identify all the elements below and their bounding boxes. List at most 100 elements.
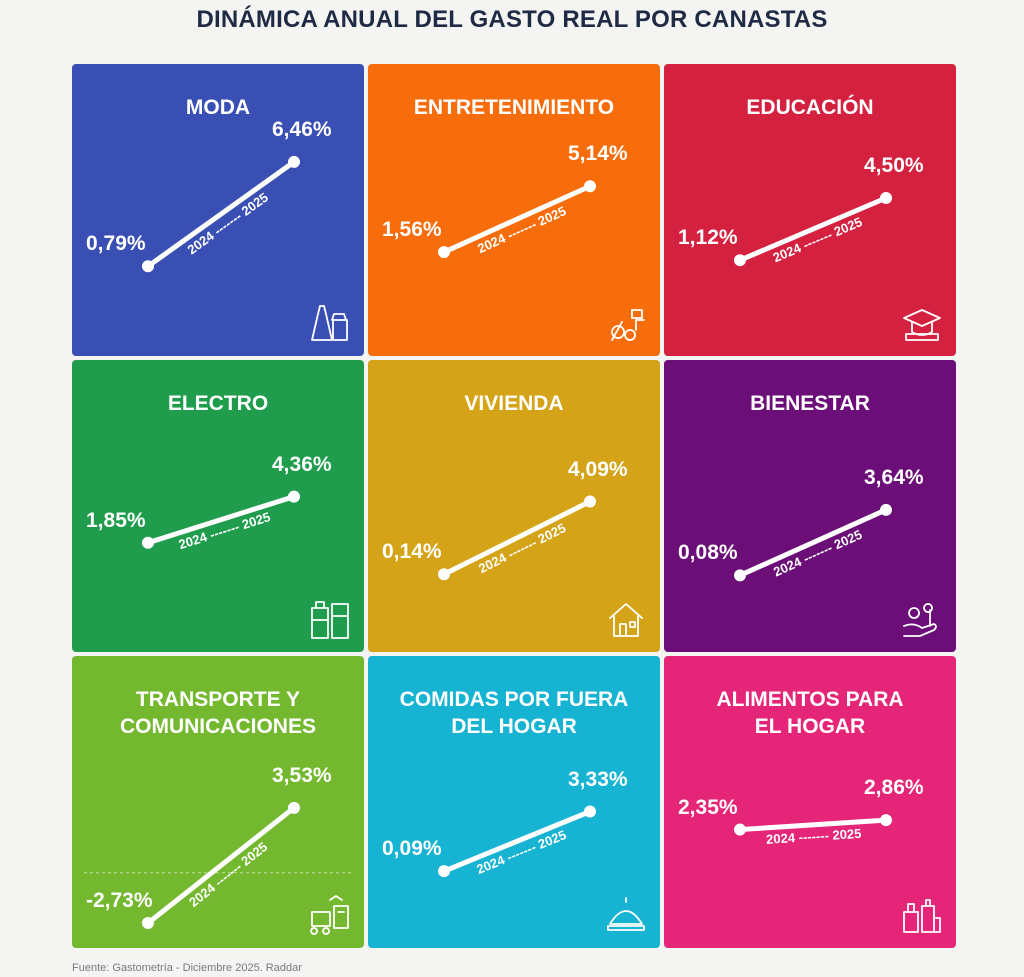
point-2024: [142, 536, 154, 549]
tile-title: ENTRETENIMIENTO: [378, 94, 650, 121]
source-note: Fuente: Gastometría - Diciembre 2025. Ra…: [72, 962, 302, 974]
entertainment-icon: [611, 309, 645, 341]
svg-text:2024 ------- 2025: 2024 ------- 2025: [766, 826, 862, 847]
tile-title-line: COMIDAS POR FUERA: [399, 688, 629, 711]
tile-plot: 2024 ------- 2025: [438, 180, 596, 259]
wellness-icon: [903, 603, 937, 637]
value-label-2025: 3,64%: [864, 465, 924, 489]
house-icon: [609, 603, 643, 637]
tile-plot: 2024 ------- 2025: [84, 801, 352, 930]
dress-icon: [311, 305, 348, 341]
tile-electro: ELECTRO 2024 ------- 2025 1,85% 4,36%: [72, 360, 364, 652]
value-label-2025: 4,09%: [568, 457, 628, 481]
value-label-2025: 6,46%: [272, 117, 332, 141]
point-2025: [880, 192, 892, 204]
value-label-2025: 2,86%: [864, 776, 924, 800]
x-tick-2025: 2025: [239, 190, 271, 219]
tile-title-line: VIVIENDA: [464, 392, 564, 415]
tile-title: MODA: [82, 94, 354, 121]
tile-plot: 2024 ------- 2025: [438, 805, 596, 878]
x-tick-2025: 2025: [238, 839, 270, 869]
series-line: [145, 494, 297, 546]
point-2025: [880, 503, 892, 516]
tile-title-line: ELECTRO: [167, 392, 269, 415]
graduation-cap-icon: [903, 309, 941, 341]
series-line: [145, 805, 297, 926]
series-line: [737, 817, 889, 833]
series-line: [737, 507, 889, 578]
tile-title-line: COMUNICACIONES: [119, 715, 316, 738]
point-2024: [142, 917, 154, 930]
tile-title-line: ALIMENTOS PARA: [716, 688, 904, 711]
tile-title-line: DEL HOGAR: [451, 715, 577, 738]
value-label-2024: 1,85%: [86, 508, 146, 532]
tile-title-line: BIENESTAR: [750, 392, 870, 415]
value-label-2025: 4,36%: [272, 452, 332, 476]
value-label-2024: 2,35%: [678, 795, 738, 819]
tile-alimentos: ALIMENTOS PARA EL HOGAR 2024 ------- 2025 2…: [664, 656, 956, 948]
value-label-2024: 0,09%: [382, 837, 442, 861]
year-labels: 2024 ------- 2025: [766, 826, 862, 847]
tile-title: TRANSPORTE Y COMUNICACIONES: [82, 686, 354, 740]
point-2024: [734, 569, 746, 582]
value-label-2025: 5,14%: [568, 142, 628, 166]
tile-plot: 2024 ------- 2025: [734, 503, 892, 582]
series-line: [441, 499, 593, 577]
point-2024: [438, 865, 450, 878]
value-label-2025: 3,53%: [272, 763, 332, 787]
tile-title-line: ENTRETENIMIENTO: [413, 96, 615, 119]
tile-title: BIENESTAR: [674, 390, 946, 417]
value-label-2024: 1,12%: [678, 226, 738, 250]
point-2024: [734, 254, 746, 267]
point-2024: [142, 260, 154, 273]
tile-educacion: EDUCACIÓN 2024 ------- 2025 1,12% 4,50%: [664, 64, 956, 356]
point-2025: [880, 814, 892, 827]
value-label-2025: 4,50%: [864, 154, 924, 177]
point-2025: [584, 180, 596, 193]
series-line: [737, 195, 889, 263]
tile-title-line: EDUCACIÓN: [746, 96, 874, 119]
point-2025: [288, 490, 300, 503]
series-line: [441, 183, 593, 255]
tile-plot: 2024 ------- 2025: [142, 155, 300, 273]
x-tick-2024: 2024: [766, 830, 797, 847]
series-line: [145, 159, 297, 269]
point-2025: [288, 155, 300, 168]
point-2024: [438, 568, 450, 581]
tile-title: COMIDAS POR FUERA DEL HOGAR: [378, 686, 650, 740]
value-label-2024: 1,56%: [382, 218, 442, 242]
series-line: [441, 809, 593, 874]
page-title: DINÁMICA ANUAL DEL GASTO REAL POR CANAST…: [196, 6, 828, 33]
tile-entretenimiento: ENTRETENIMIENTO 2024 ------- 2025 1,56% 5,1…: [368, 64, 660, 356]
tile-title-line: EL HOGAR: [754, 715, 866, 738]
transport-icon: [310, 895, 349, 935]
year-labels: 2024 ------- 2025: [476, 520, 568, 576]
cloche-icon: [607, 897, 645, 931]
value-label-2024: 0,79%: [86, 232, 146, 256]
tile-title: ALIMENTOS PARA EL HOGAR: [674, 686, 946, 740]
tile-plot: 2024 ------- 2025: [142, 490, 300, 552]
tile-comidas: COMIDAS POR FUERA DEL HOGAR 2024 ------- 2…: [368, 656, 660, 948]
tile-vivienda: VIVIENDA 2024 ------- 2025 0,14% 4,09%: [368, 360, 660, 652]
tile-title-line: TRANSPORTE Y: [135, 688, 301, 711]
x-tick-separator: -------: [795, 828, 833, 845]
year-labels: 2024 ------- 2025: [185, 190, 271, 258]
value-label-2024: 0,08%: [678, 541, 738, 565]
tile-plot: 2024 ------- 2025: [438, 495, 596, 581]
svg-text:2024 ------- 2025: 2024 ------- 2025: [476, 520, 568, 576]
value-label-2025: 3,33%: [568, 767, 628, 791]
tile-moda: MODA 2024 ------- 2025 0,79% 6,46%: [72, 64, 364, 356]
tile-title: VIVIENDA: [378, 390, 650, 417]
tile-grid: MODA 2024 ------- 2025 0,79% 6,46% ENTRETENI…: [72, 64, 956, 948]
groceries-icon: [903, 899, 941, 933]
year-labels: 2024 ------- 2025: [186, 839, 270, 910]
x-tick-2025: 2025: [832, 826, 862, 843]
tile-title: ELECTRO: [82, 390, 354, 417]
point-2025: [288, 801, 300, 814]
point-2025: [584, 495, 596, 508]
point-2024: [438, 246, 450, 259]
point-2024: [734, 823, 746, 836]
svg-text:2024 ------- 2025: 2024 ------- 2025: [186, 839, 270, 910]
tile-transporte: TRANSPORTE Y COMUNICACIONES 2024 ------- 2…: [72, 656, 364, 948]
value-label-2024: 0,14%: [382, 540, 442, 564]
